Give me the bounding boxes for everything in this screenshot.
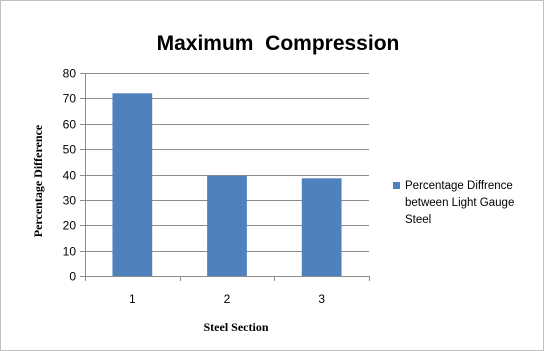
bar bbox=[112, 93, 153, 276]
x-tick-label: 2 bbox=[224, 292, 231, 306]
legend-label: Percentage Diffrence between Light Gauge S… bbox=[405, 180, 514, 226]
legend-swatch bbox=[393, 182, 400, 189]
y-tick-label: 40 bbox=[63, 169, 77, 183]
bar bbox=[207, 175, 247, 276]
legend-label-line: Percentage Diffrence bbox=[405, 180, 513, 192]
y-tick-label: 0 bbox=[69, 270, 76, 284]
x-axis-label: Steel Section bbox=[204, 320, 269, 334]
y-axis-label: Percentage Difference bbox=[31, 124, 45, 237]
y-tick-label: 50 bbox=[63, 143, 77, 157]
y-tick-label: 70 bbox=[63, 92, 77, 106]
axes bbox=[80, 73, 370, 281]
chart-title: Maximum Compression bbox=[157, 32, 400, 55]
legend-label-line: between Light Gauge bbox=[405, 197, 514, 209]
y-tick-label: 10 bbox=[63, 245, 77, 259]
legend: Percentage Diffrence between Light Gauge S… bbox=[393, 180, 514, 226]
y-tick-label: 80 bbox=[63, 67, 77, 81]
y-tick-label: 20 bbox=[63, 219, 77, 233]
bars bbox=[112, 93, 342, 276]
legend-label-line: Steel bbox=[405, 214, 431, 226]
tick-labels: 0 10 20 30 40 50 60 70 80 1 2 3 bbox=[63, 67, 326, 307]
x-tick-label: 3 bbox=[318, 292, 325, 306]
y-tick-label: 60 bbox=[63, 118, 77, 132]
y-tick-label: 30 bbox=[63, 194, 77, 208]
bar bbox=[301, 178, 342, 276]
x-tick-label: 1 bbox=[129, 292, 136, 306]
